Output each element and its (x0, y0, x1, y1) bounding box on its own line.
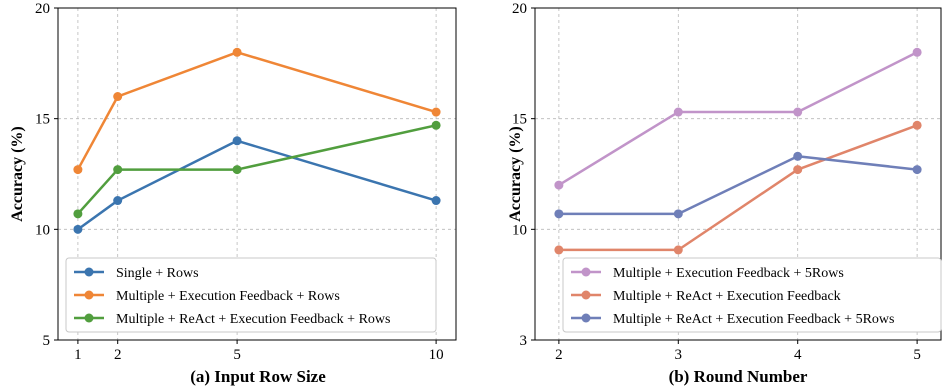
x-tick-label: 10 (429, 347, 444, 363)
legend-marker (581, 290, 591, 300)
x-tick-label: 2 (114, 347, 122, 363)
legend-marker (84, 290, 94, 300)
legend-marker (581, 267, 591, 277)
legend-label: Single + Rows (116, 266, 199, 281)
data-point (554, 245, 564, 255)
y-tick-label: 10 (35, 222, 50, 238)
legend-box (65, 257, 437, 333)
y-axis-label: Accuracy (%) (9, 126, 26, 222)
panel-caption: (a) Input Row Size (190, 367, 326, 386)
y-tick-label: 15 (512, 112, 527, 128)
y-tick-label: 10 (512, 222, 527, 238)
data-point (113, 165, 123, 175)
series-line-2 (557, 124, 919, 252)
data-point (113, 92, 123, 102)
data-point (793, 165, 803, 175)
panel-caption: (b) Round Number (669, 367, 808, 386)
legend-label: Multiple + ReAct + Execution Feedback (613, 289, 841, 304)
plot-frame (534, 7, 942, 341)
legend-label: Multiple + Execution Feedback + 5Rows (613, 266, 844, 281)
data-point (912, 120, 922, 130)
legend-label: Multiple + Execution Feedback + Rows (116, 289, 340, 304)
plot-frame (57, 7, 457, 341)
x-tick-label: 5 (913, 347, 921, 363)
legend-label: Multiple + ReAct + Execution Feedback + … (613, 312, 894, 327)
data-point (793, 107, 803, 117)
y-axis-label: Accuracy (%) (507, 126, 524, 222)
data-point (431, 196, 441, 206)
x-tick-label: 2 (555, 347, 563, 363)
data-point (673, 209, 683, 219)
data-point (73, 224, 83, 234)
chart-panel-1: 5 10 15 20 1 2 5 10 Single + Rows Multiple + Exec… (9, 1, 457, 386)
series-line-3 (557, 155, 919, 216)
x-tick-label: 4 (794, 347, 802, 363)
data-point (232, 47, 242, 57)
data-point (232, 165, 242, 175)
series-line-1 (76, 139, 438, 231)
data-point (73, 209, 83, 219)
x-tick-label: 5 (233, 347, 241, 363)
legend-box (562, 257, 942, 333)
data-point (431, 107, 441, 117)
y-tick-label: 5 (43, 333, 51, 349)
y-tick-label: 20 (512, 1, 527, 17)
y-tick-label: 3 (520, 333, 528, 349)
legend: Single + Rows Multiple + Execution Feedba… (65, 257, 437, 333)
data-point (912, 47, 922, 57)
y-tick-label: 20 (35, 1, 50, 17)
data-point (73, 165, 83, 175)
series-line-2 (76, 51, 438, 171)
legend-label: Multiple + ReAct + Execution Feedback + … (116, 312, 390, 327)
data-point (793, 151, 803, 161)
legend-marker (581, 313, 591, 323)
data-point (673, 107, 683, 117)
data-point (113, 196, 123, 206)
data-point (912, 165, 922, 175)
legend: Multiple + Execution Feedback + 5Rows Mul… (562, 257, 942, 333)
x-tick-label: 1 (74, 347, 82, 363)
x-tick-label: 3 (675, 347, 683, 363)
data-point (554, 180, 564, 190)
y-tick-label: 15 (35, 112, 50, 128)
series-line-3 (76, 124, 438, 216)
data-point (232, 136, 242, 146)
data-point (673, 245, 683, 255)
legend-marker (84, 267, 94, 277)
data-point (554, 209, 564, 219)
series-line-1 (557, 51, 919, 187)
chart-panel-2: 3 10 15 20 2 3 4 5 Multiple + Execution Feedback… (507, 1, 942, 386)
legend-marker (84, 313, 94, 323)
data-point (431, 120, 441, 130)
